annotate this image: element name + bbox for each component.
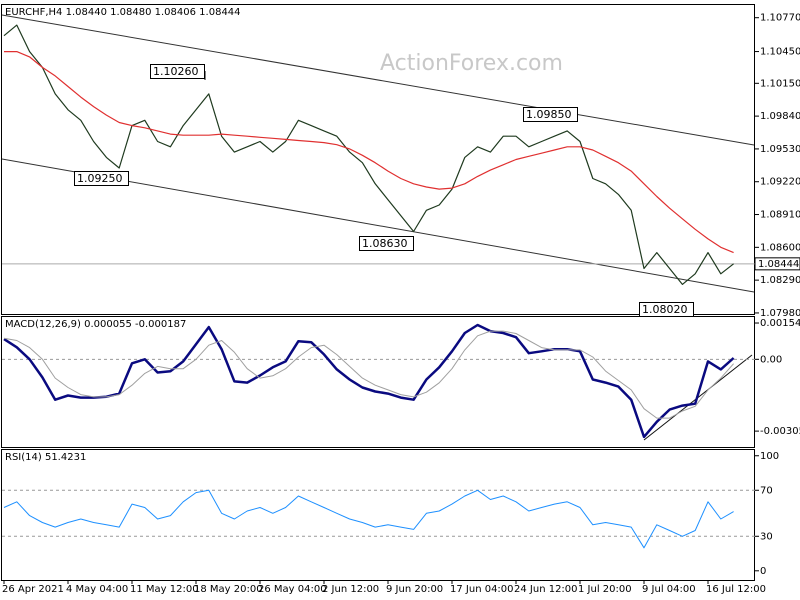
price-panel	[1, 4, 755, 315]
series-line	[3, 489, 734, 549]
x-tick-label: 9 Jul 04:00	[642, 584, 696, 595]
ann-box	[150, 64, 205, 79]
annotation: 1.08630	[362, 237, 408, 250]
y-tick-label: 1.09530	[760, 144, 800, 155]
y-tick-label: 1.09220	[760, 177, 800, 188]
y-tick-label: 1.10150	[760, 78, 800, 89]
x-tick-label: 18 May 20:00	[194, 584, 263, 595]
x-tick-label: 16 Jul 12:00	[706, 584, 766, 595]
annotation: 1.09850	[526, 108, 572, 121]
y-tick-label: 1.07980	[760, 308, 800, 319]
y-tick-label: 1.10450	[760, 47, 800, 58]
annotations: 1.10260 1.09250 1.08630 1.09850 1.08020	[74, 64, 694, 317]
y-tick-label: 30	[760, 531, 773, 542]
series-line	[3, 323, 735, 439]
y-tick-label: 1.08910	[760, 210, 800, 221]
ann-box	[359, 236, 414, 251]
x-tick-label: 9 Jun 20:00	[386, 584, 443, 595]
watermark: ActionForex.com	[380, 51, 563, 76]
last-price-label: 1.08444	[758, 259, 799, 270]
x-tick-label: 1 Jul 20:00	[578, 584, 632, 595]
series-line	[3, 24, 734, 285]
x-tick-label: 17 Jun 04:00	[450, 584, 514, 595]
macd-panel	[1, 316, 755, 448]
y-tick-label: 0.00	[760, 354, 782, 365]
y-tick-label: 1.08290	[760, 275, 800, 286]
x-tick-label: 4 May 04:00	[66, 584, 128, 595]
series-line	[3, 330, 734, 419]
y-tick-label: 1.08600	[760, 242, 800, 253]
annotation: 1.09250	[77, 172, 123, 185]
x-tick-label: 11 May 12:00	[130, 584, 199, 595]
x-tick-label: 2 Jun 12:00	[322, 584, 379, 595]
panel-title: MACD(12,26,9) 0.000055 -0.000187	[5, 319, 186, 330]
y-tick-label: 1.10770	[760, 13, 800, 24]
y-tick-label: 0.001544	[760, 318, 800, 329]
panel-title: RSI(14) 51.4231	[5, 452, 86, 463]
annotation: 1.08020	[642, 303, 688, 316]
y-tick-label: -0.003054	[760, 426, 800, 437]
y-tick-label: 1.09840	[760, 111, 800, 122]
annotation: 1.10260	[153, 65, 199, 78]
ann-box	[523, 107, 578, 122]
ann-box	[639, 302, 694, 317]
y-tick-label: 70	[760, 485, 773, 496]
channel-top	[1, 14, 755, 146]
rsi-panel	[1, 449, 755, 581]
x-tick-label: 26 May 04:00	[258, 584, 327, 595]
y-tick-label: 0	[760, 566, 766, 577]
x-tick-label: 26 Apr 2021	[2, 584, 64, 595]
panel-title: EURCHF,H4 1.08440 1.08480 1.08406 1.0844…	[5, 7, 241, 18]
x-tick-label: 24 Jun 12:00	[514, 584, 578, 595]
ann-box	[74, 171, 129, 186]
y-tick-label: 100	[760, 451, 779, 462]
series-line	[4, 51, 734, 254]
last-price-tag	[754, 257, 800, 271]
